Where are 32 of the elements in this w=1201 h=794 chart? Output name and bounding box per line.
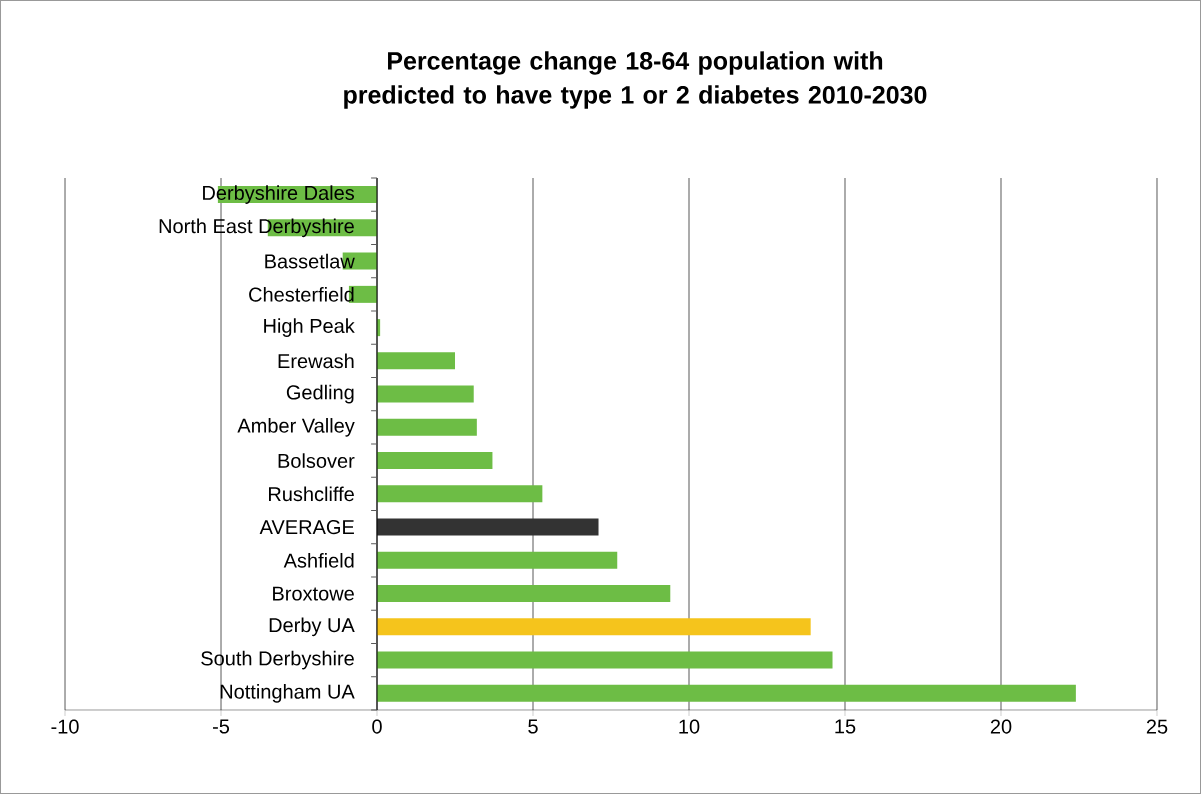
x-tick-label: -5: [213, 719, 230, 734]
x-tick-label: 0: [372, 719, 382, 734]
y-tick-label: Nottingham UA: [220, 684, 355, 703]
x-tick-label: 20: [990, 719, 1012, 734]
bar: [377, 352, 455, 370]
bar: [377, 618, 811, 636]
bar: [377, 452, 493, 470]
y-tick-label: Rushcliffe: [269, 486, 354, 502]
x-tick-label: 10: [679, 719, 700, 734]
y-tick-label: Bolsover: [278, 453, 355, 468]
x-tick-label: -10: [51, 719, 79, 734]
y-tick-label: Broxtowe: [273, 586, 354, 601]
y-tick-label: AVERAGE: [259, 520, 354, 535]
bar: [377, 418, 477, 436]
x-tick-label: 25: [1146, 719, 1168, 734]
x-tick-label: 5: [528, 719, 538, 734]
y-tick-label: Ashfield: [283, 553, 354, 568]
x-tick-label: 15: [835, 719, 856, 734]
y-tick-label: South Derbyshire: [201, 650, 354, 670]
chart-title: Percentage change 18-64 population with predicted to have type 1 or 2 diabetes 2010-2030: [344, 51, 927, 109]
bar: [377, 485, 543, 503]
bar: [377, 684, 1076, 702]
y-tick-label: Gedling: [286, 384, 354, 404]
bar: [377, 585, 671, 603]
y-tick-label: Amber Valley: [237, 418, 355, 437]
y-tick-label: High Peak: [264, 318, 355, 337]
y-tick-label: Derby UA: [269, 617, 355, 637]
bar: [377, 518, 599, 536]
bar: [377, 551, 618, 569]
y-tick-label: Erewash: [278, 353, 354, 369]
bar: [377, 385, 474, 403]
bar: [377, 651, 833, 669]
